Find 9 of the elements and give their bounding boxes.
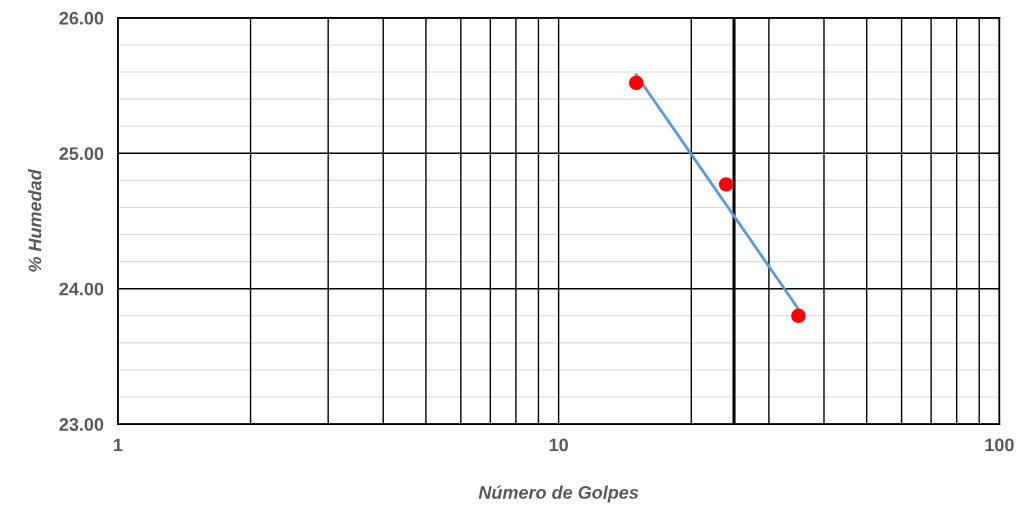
x-tick-label: 10: [549, 438, 568, 452]
x-tick-label: 1: [113, 438, 123, 452]
y-tick-label: 23.00: [59, 418, 104, 431]
y-axis-title: % Humedad: [28, 169, 42, 272]
y-tick-label: 26.00: [59, 11, 104, 25]
x-tick-label: 100: [985, 438, 1014, 452]
x-axis-title: Número de Golpes: [478, 485, 639, 503]
y-tick-label: 24.00: [59, 282, 104, 296]
y-tick-label: 25.00: [59, 147, 104, 161]
